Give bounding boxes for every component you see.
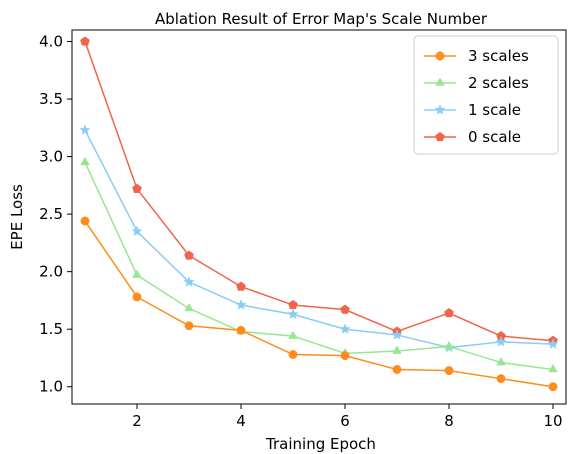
x-tick-label: 4 — [236, 412, 246, 430]
plot-frame — [71, 29, 567, 405]
y-tick-label: 4.0 — [39, 33, 63, 51]
data-point-2-scales — [392, 345, 402, 354]
data-point-0-scale — [340, 304, 350, 314]
data-point-1-scale — [183, 276, 195, 287]
legend-label: 2 scales — [468, 74, 529, 92]
legend-frame — [413, 35, 559, 155]
x-axis-title: Training Epoch — [265, 435, 376, 453]
data-point-2-scales — [132, 269, 142, 278]
x-tick-label: 8 — [444, 412, 454, 430]
data-point-1-scale — [495, 335, 507, 347]
chart-title: Ablation Result of Error Map's Scale Num… — [155, 10, 488, 28]
plot-area — [71, 29, 567, 405]
x-tick-label: 6 — [340, 412, 350, 430]
legend-marker — [435, 131, 445, 142]
legend-label: 0 scale — [468, 128, 521, 146]
series-2-scales — [80, 156, 558, 373]
data-point-3-scales — [496, 374, 506, 384]
series-line-3-scales — [84, 220, 554, 388]
data-point-3-scales — [340, 351, 350, 361]
data-point-3-scales — [392, 365, 402, 374]
data-point-3-scales — [444, 366, 454, 376]
data-point-1-scale — [547, 338, 559, 349]
series-1-scale — [79, 124, 559, 353]
data-point-2-scales — [288, 330, 298, 339]
data-point-2-scales — [444, 340, 454, 350]
data-point-0-scale — [132, 183, 142, 193]
data-point-1-scale — [131, 225, 143, 237]
data-point-3-scales — [236, 325, 246, 335]
data-point-3-scales — [184, 321, 194, 331]
y-axis: 1.0 1.5 2.0 2.5 3.0 3.5 4.0 — [39, 33, 72, 396]
legend-marker — [435, 51, 445, 61]
y-tick-label: 2.0 — [39, 263, 63, 281]
y-tick-label: 2.5 — [39, 205, 63, 223]
data-point-0-scale — [236, 281, 246, 291]
series-line-0-scale — [84, 41, 554, 342]
series-line-2-scales — [84, 162, 554, 371]
data-point-1-scale — [79, 124, 91, 135]
legend-label: 3 scales — [468, 47, 529, 65]
data-point-0-scale — [444, 307, 454, 318]
series-layer — [79, 36, 559, 392]
data-point-3-scales — [548, 382, 558, 392]
series-line-1-scale — [84, 129, 554, 349]
y-tick-label: 1.0 — [39, 378, 63, 396]
legend-marker — [434, 104, 446, 115]
data-point-3-scales — [80, 216, 90, 226]
data-point-2-scales — [184, 302, 194, 312]
legend: 3 scales 2 scales 1 scale 0 scale — [413, 35, 559, 155]
data-point-1-scale — [287, 308, 299, 320]
data-point-3-scales — [132, 292, 142, 302]
data-point-0-scale — [80, 36, 90, 46]
data-point-1-scale — [391, 329, 403, 340]
y-axis-title: EPE Loss — [8, 184, 26, 250]
legend-marker — [435, 77, 445, 86]
x-axis: 2 4 6 8 10 — [132, 404, 563, 430]
legend-label: 1 scale — [468, 101, 521, 119]
y-tick-label: 3.5 — [39, 90, 63, 108]
data-point-2-scales — [548, 363, 558, 373]
y-tick-label: 3.0 — [39, 148, 63, 166]
x-tick-label: 2 — [132, 412, 142, 430]
data-point-1-scale — [339, 323, 351, 334]
data-point-2-scales — [80, 156, 90, 166]
data-point-0-scale — [184, 250, 194, 260]
data-point-1-scale — [235, 299, 247, 310]
data-point-0-scale — [288, 299, 298, 310]
x-tick-label: 10 — [543, 412, 562, 430]
y-tick-label: 1.5 — [39, 320, 63, 338]
data-point-3-scales — [288, 350, 298, 359]
data-point-2-scales — [496, 357, 506, 366]
series-3-scales — [80, 216, 558, 392]
